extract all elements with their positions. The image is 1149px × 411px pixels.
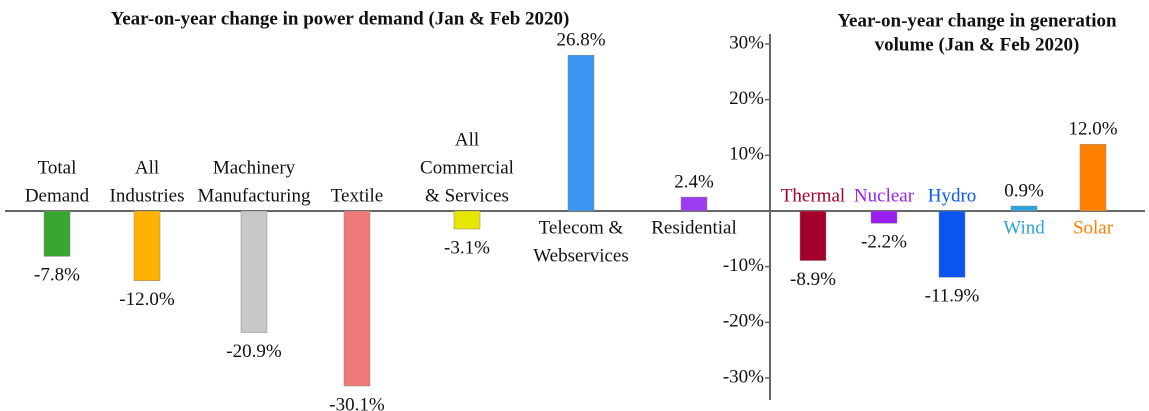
bar <box>133 210 161 282</box>
category-label: Manufacturing <box>198 185 311 206</box>
value-label: -8.9% <box>790 269 836 290</box>
bar <box>453 210 481 230</box>
y-tick-label: 10% <box>729 144 764 165</box>
category-label: Solar <box>1073 217 1114 238</box>
value-label: 26.8% <box>556 30 605 51</box>
y-tick-label: -30% <box>723 366 764 387</box>
chart-title: Year-on-year change in generation <box>837 10 1117 31</box>
category-label: Industries <box>110 185 185 206</box>
category-label: All <box>135 157 159 178</box>
category-label: Hydro <box>928 185 977 206</box>
category-label: & Services <box>425 185 509 206</box>
value-label: 2.4% <box>674 171 714 192</box>
bar <box>240 210 268 333</box>
bar <box>680 196 708 212</box>
value-label: 12.0% <box>1068 119 1117 140</box>
value-label: -2.2% <box>861 232 907 253</box>
value-label: 0.9% <box>1004 180 1044 201</box>
value-label: -3.1% <box>444 237 490 258</box>
value-label: -12.0% <box>119 289 175 310</box>
category-label: All <box>455 129 479 150</box>
value-label: -20.9% <box>226 341 282 362</box>
category-label: Wind <box>1003 217 1045 238</box>
value-label: -30.1% <box>329 394 385 411</box>
value-label: -7.8% <box>34 265 80 286</box>
bar <box>567 54 595 212</box>
value-label: -11.9% <box>925 286 980 307</box>
y-tick-label: -10% <box>723 255 764 276</box>
category-label: Telecom & <box>539 217 624 238</box>
category-label: Textile <box>331 185 383 206</box>
bar <box>1010 205 1038 212</box>
bar <box>343 210 371 387</box>
category-label: Thermal <box>781 185 845 206</box>
bar <box>1079 143 1107 212</box>
chart-title: volume (Jan & Feb 2020) <box>875 34 1080 55</box>
category-label: Commercial <box>420 157 514 178</box>
bar <box>43 210 71 257</box>
category-label: Demand <box>25 185 90 206</box>
y-tick-label: 20% <box>729 88 764 109</box>
category-label: Total <box>38 157 77 178</box>
category-label: Webservices <box>533 245 629 266</box>
y-tick-label: -20% <box>723 311 764 332</box>
category-label: Machinery <box>213 157 296 178</box>
category-label: Residential <box>651 217 736 238</box>
chart-title: Year-on-year change in power demand (Jan… <box>111 8 570 29</box>
bar <box>799 210 827 261</box>
bar <box>870 210 898 224</box>
y-tick-label: 30% <box>729 32 764 53</box>
category-label: Nuclear <box>854 185 915 206</box>
bar <box>938 210 966 278</box>
